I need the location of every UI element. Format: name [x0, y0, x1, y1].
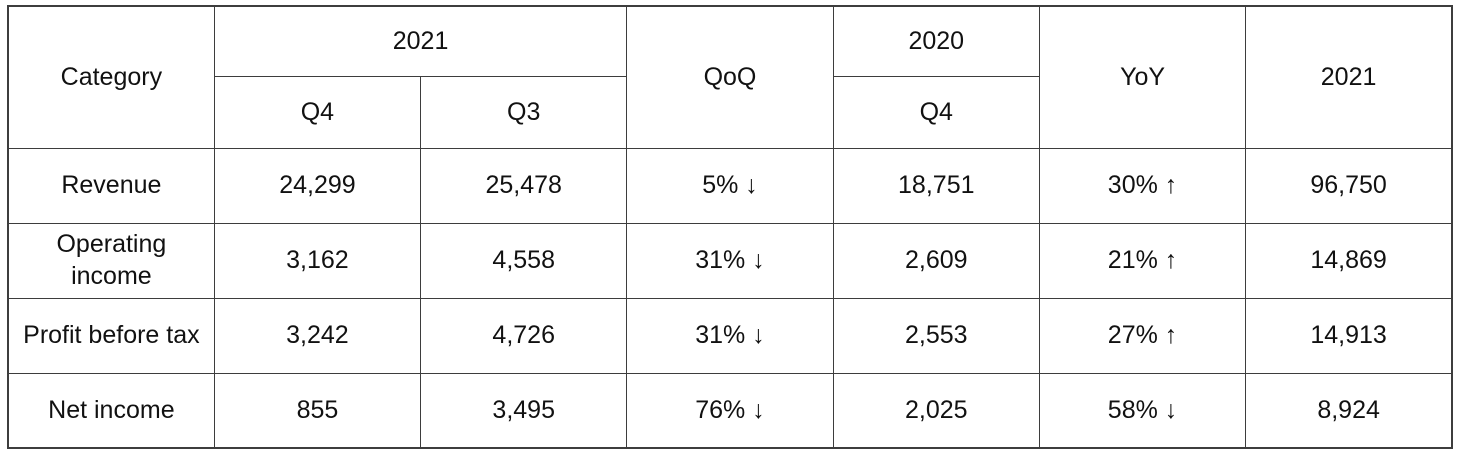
row-label: Operating income	[7, 222, 215, 299]
cell-fy-2021: 96,750	[1245, 147, 1453, 224]
cell-q4-2020: 2,025	[832, 372, 1040, 449]
header-2021-group: 2021	[213, 5, 628, 77]
cell-yoy: 21% ↑	[1038, 222, 1247, 299]
cell-q3-2021: 25,478	[420, 147, 628, 224]
table-body: Revenue 24,299 25,478 5% ↓ 18,751 30% ↑ …	[7, 147, 1453, 449]
cell-qoq: 31% ↓	[626, 222, 834, 299]
header-fy-2021: 2021	[1245, 5, 1453, 149]
header-row-years: Category 2021 QoQ 2020 YoY 2021	[7, 5, 1453, 149]
header-q4-2020: Q4	[832, 75, 1040, 149]
cell-q4-2020: 2,609	[832, 222, 1040, 299]
cell-fy-2021: 14,913	[1245, 297, 1453, 374]
row-label: Net income	[7, 372, 215, 449]
cell-q4-2021: 3,242	[213, 297, 422, 374]
cell-qoq: 76% ↓	[626, 372, 834, 449]
header-q4-2021: Q4	[213, 75, 422, 149]
cell-q4-2020: 18,751	[832, 147, 1040, 224]
row-operating-income: Operating income 3,162 4,558 31% ↓ 2,609…	[7, 222, 1453, 299]
row-label: Profit before tax	[7, 297, 215, 374]
row-profit-before-tax: Profit before tax 3,242 4,726 31% ↓ 2,55…	[7, 297, 1453, 374]
financial-summary-table: Category 2021 QoQ 2020 YoY 2021 Q4 Q3 Q4…	[7, 5, 1453, 449]
header-2020-group: 2020	[832, 5, 1040, 77]
cell-q4-2021: 3,162	[213, 222, 422, 299]
cell-q3-2021: 4,726	[420, 297, 628, 374]
row-label: Revenue	[7, 147, 215, 224]
cell-qoq: 31% ↓	[626, 297, 834, 374]
cell-q4-2020: 2,553	[832, 297, 1040, 374]
cell-fy-2021: 14,869	[1245, 222, 1453, 299]
cell-q4-2021: 855	[213, 372, 422, 449]
cell-yoy: 30% ↑	[1038, 147, 1247, 224]
header-qoq: QoQ	[626, 5, 834, 149]
header-q3-2021: Q3	[420, 75, 628, 149]
cell-q4-2021: 24,299	[213, 147, 422, 224]
cell-q3-2021: 4,558	[420, 222, 628, 299]
header-yoy: YoY	[1038, 5, 1247, 149]
header-category: Category	[7, 5, 215, 149]
row-net-income: Net income 855 3,495 76% ↓ 2,025 58% ↓ 8…	[7, 372, 1453, 449]
cell-q3-2021: 3,495	[420, 372, 628, 449]
cell-fy-2021: 8,924	[1245, 372, 1453, 449]
table-header: Category 2021 QoQ 2020 YoY 2021 Q4 Q3 Q4	[7, 5, 1453, 149]
header-row-quarters: Q4 Q3 Q4	[8, 75, 1452, 149]
cell-yoy: 27% ↑	[1038, 297, 1247, 374]
cell-qoq: 5% ↓	[626, 147, 834, 224]
row-revenue: Revenue 24,299 25,478 5% ↓ 18,751 30% ↑ …	[7, 147, 1453, 224]
cell-yoy: 58% ↓	[1038, 372, 1247, 449]
